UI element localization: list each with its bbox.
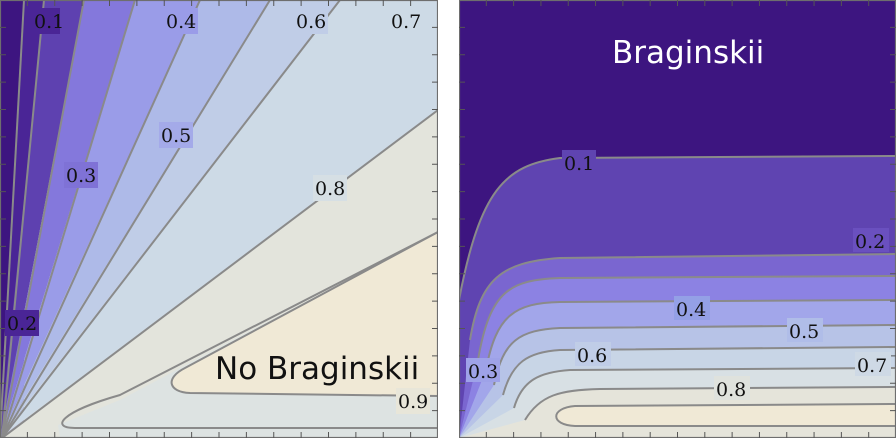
- contour-line: [459, 155, 896, 301]
- label-mask: [64, 162, 98, 188]
- contour-lines: [459, 155, 896, 427]
- panel-braginskii: [459, 0, 896, 438]
- contour-label: 0.4: [676, 299, 706, 321]
- label-mask: [396, 388, 430, 414]
- contour-label: 0.7: [857, 355, 887, 377]
- contour-label: 0.8: [716, 379, 746, 401]
- contour-label: 0.2: [855, 231, 885, 253]
- contour-label: 0.1: [34, 11, 64, 33]
- contour-line: [513, 367, 896, 409]
- label-mask: [575, 342, 611, 366]
- label-mask: [30, 8, 60, 34]
- contour-labels-right: 0.1 0.2 0.3 0.4 0.5 0.6 0.7 0.8 Braginsk…: [466, 35, 891, 401]
- contour-label: 0.6: [296, 11, 326, 33]
- label-mask: [853, 228, 889, 252]
- contour-line: [524, 386, 896, 421]
- contour-line: [477, 275, 896, 361]
- contour-labels-left: 0.1 0.2 0.3 0.4 0.5 0.6 0.7 0.8 0.9 No B…: [5, 8, 430, 414]
- label-mask: [787, 318, 823, 342]
- label-mask: [855, 352, 891, 376]
- contour-label: 0.3: [66, 165, 96, 187]
- panel-no-braginskii: [0, 0, 438, 438]
- contour-label: 0.6: [577, 345, 607, 367]
- contour-label: 0.3: [468, 361, 498, 383]
- label-mask: [389, 8, 423, 34]
- label-mask: [164, 8, 198, 34]
- contour-line: [469, 253, 896, 341]
- contour-line: [1, 109, 438, 438]
- label-mask: [313, 175, 347, 201]
- axis-ticks: [0, 0, 438, 438]
- contour-label: 0.5: [161, 125, 191, 147]
- contour-line: [502, 346, 896, 396]
- contour-line: [61, 231, 438, 429]
- contour-label: 0.2: [7, 313, 37, 335]
- panel-title: No Braginskii: [215, 351, 419, 387]
- contour-line: [1, 0, 85, 438]
- contour-line: [555, 403, 896, 427]
- contour-lines: [0, 0, 438, 438]
- contour-label: 0.8: [315, 178, 345, 200]
- contour-line: [1, 0, 271, 438]
- contour-label: 0.4: [166, 11, 196, 33]
- contour-line: [0, 0, 25, 438]
- label-mask: [294, 8, 328, 34]
- contour-label: 0.7: [391, 11, 421, 33]
- label-mask: [159, 122, 193, 148]
- contour-line: [1, 0, 45, 438]
- axis-ticks: [459, 0, 896, 438]
- contour-label: 0.1: [564, 153, 594, 175]
- label-mask: [5, 310, 39, 336]
- region-above-0.9: [171, 232, 438, 396]
- contour-line: [1, 0, 201, 438]
- contour-line: [170, 231, 438, 397]
- label-mask: [466, 358, 500, 382]
- panel-title: Braginskii: [612, 35, 764, 71]
- contour-label: 0.9: [398, 391, 428, 413]
- contour-label: 0.5: [789, 321, 819, 343]
- label-mask: [714, 376, 750, 400]
- region-0.7-0.8: [0, 0, 438, 438]
- contour-line: [1, 0, 341, 438]
- contour-line: [1, 0, 136, 438]
- contour-line: [485, 299, 896, 371]
- label-mask: [562, 150, 596, 174]
- label-mask: [674, 296, 710, 320]
- region-above-0.8: [556, 404, 896, 426]
